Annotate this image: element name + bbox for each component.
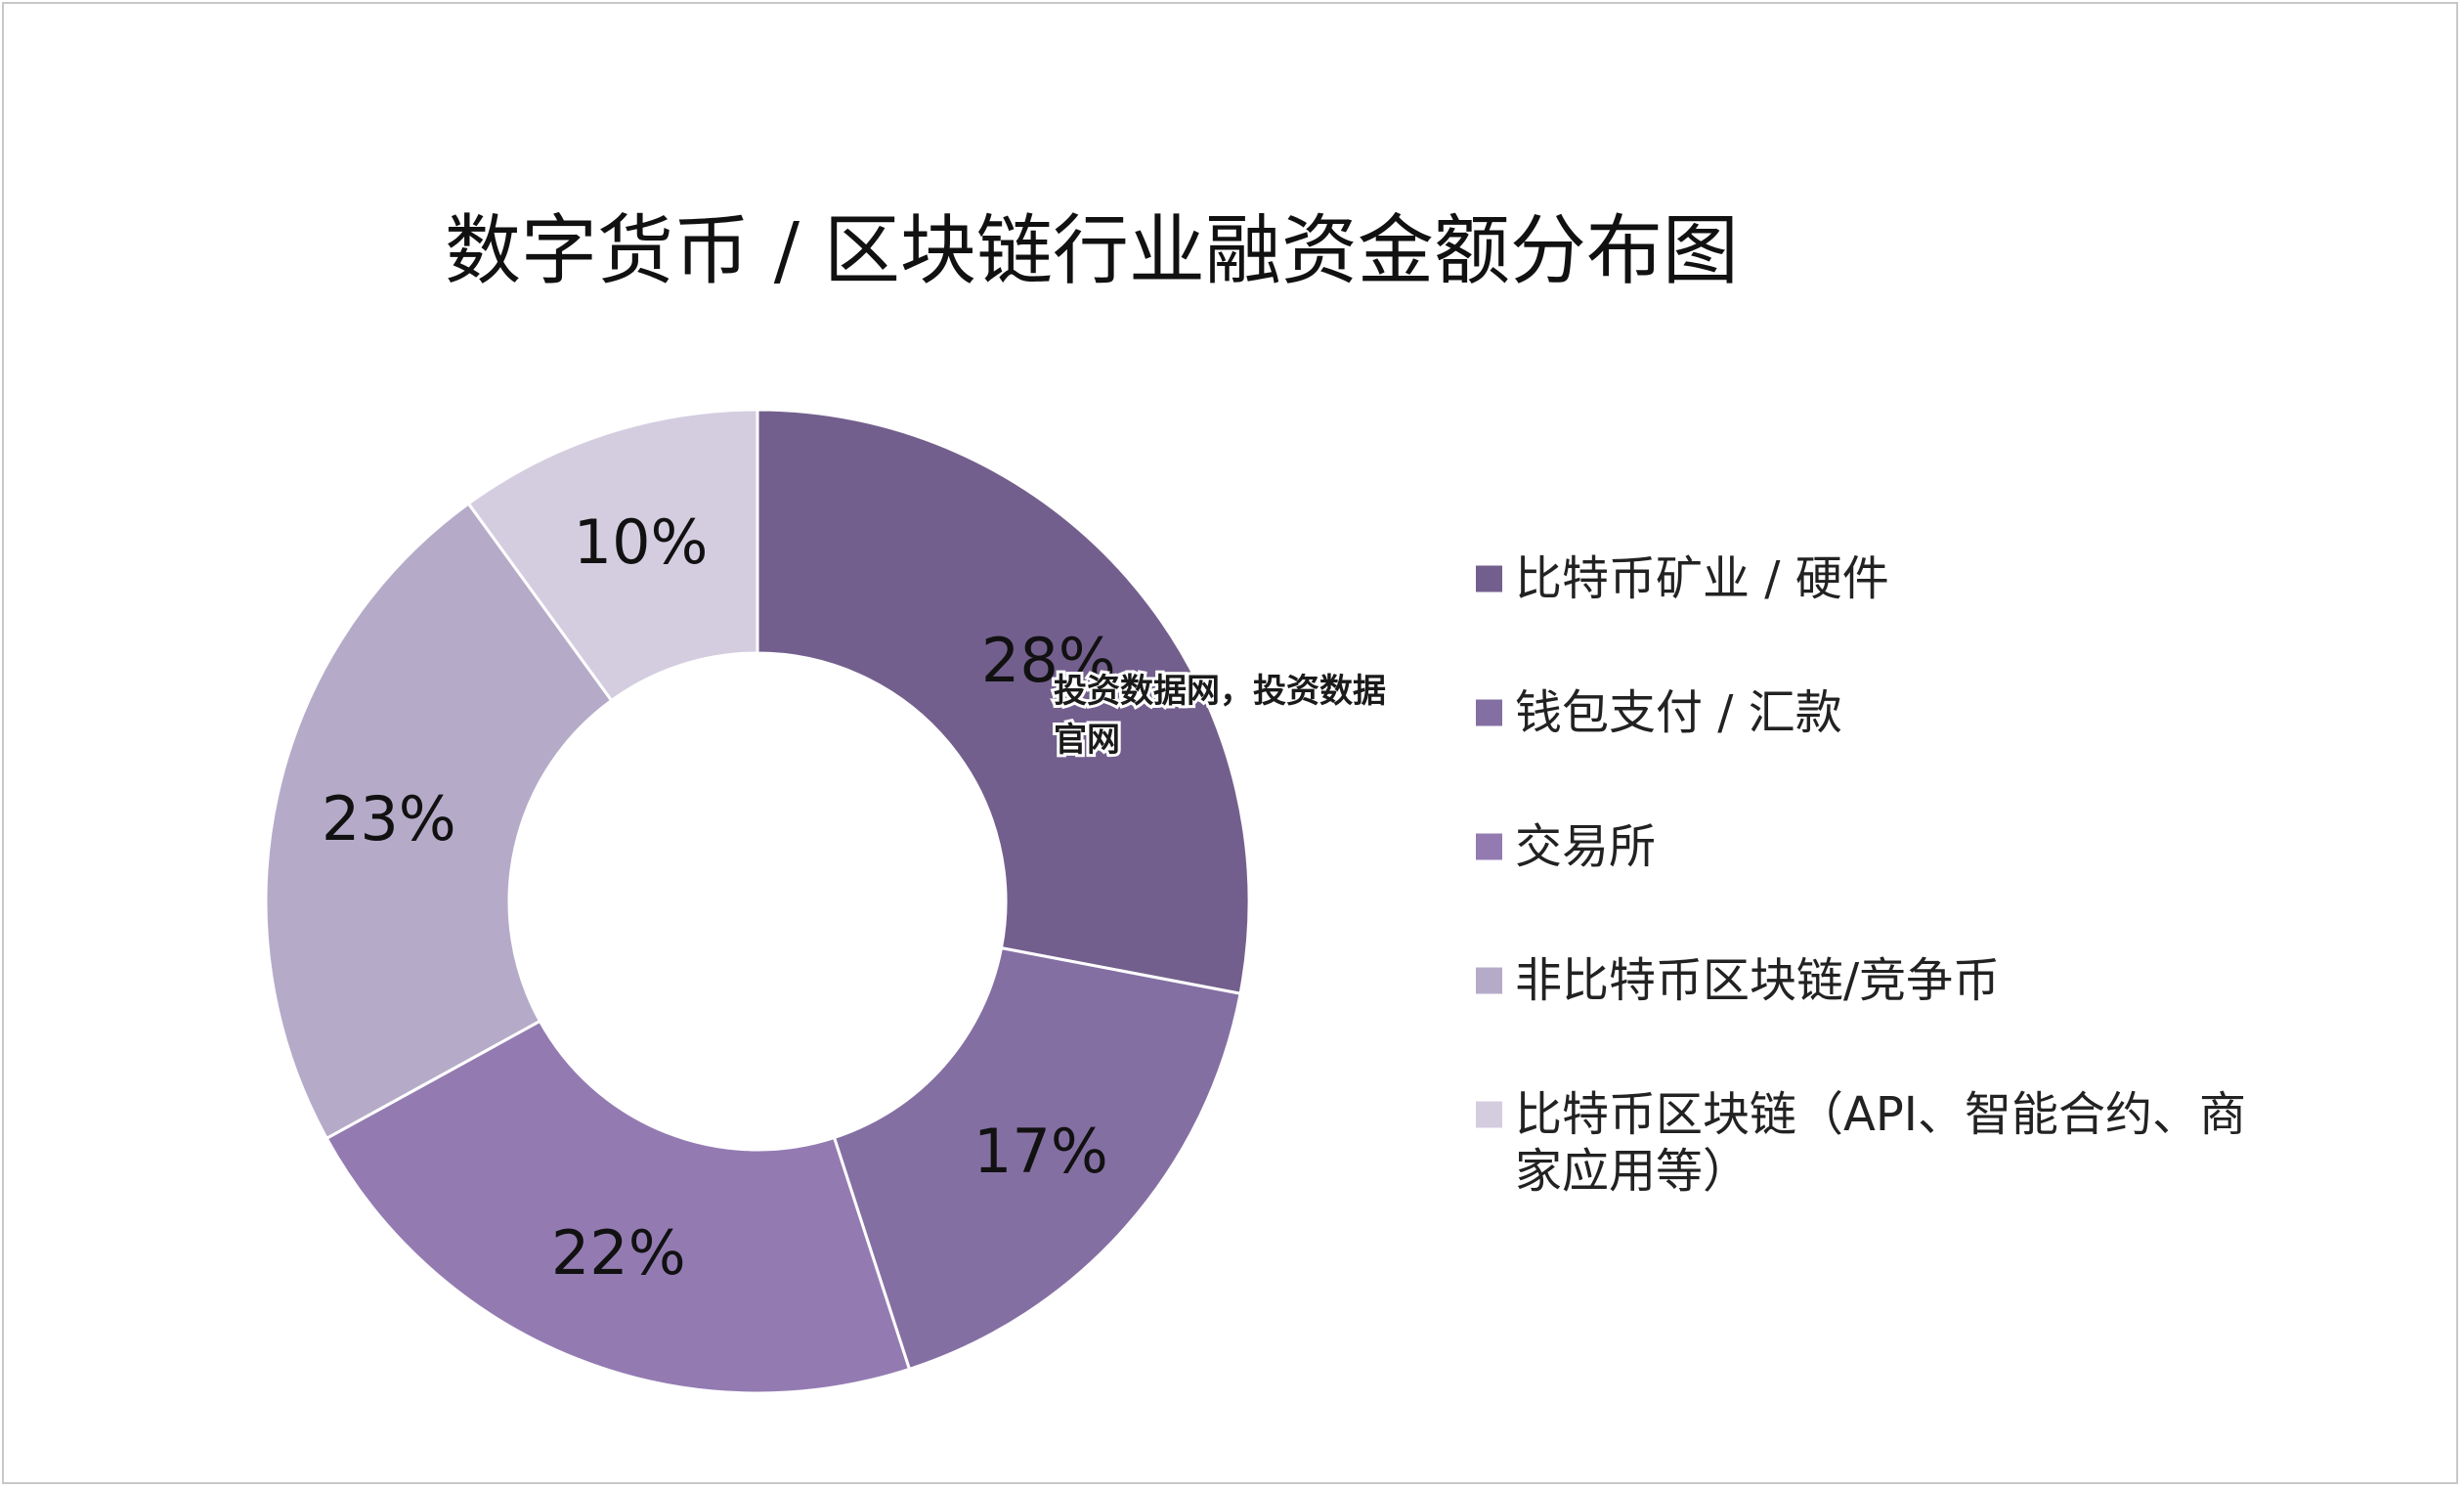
donut-slice-4 [264, 501, 614, 1141]
legend-label-1: 比特币矿业 / 硬件 [1515, 551, 1889, 606]
donut-slice-2 [832, 945, 1242, 1372]
watermark-line-2: 官网 [1054, 721, 1120, 760]
slice-label-2: 17% [973, 1116, 1108, 1187]
slice-labels: 28% 17% 22% 23% 10% [322, 506, 1116, 1289]
chart-title: 数字货币 / 区块链行业融资金额分布图 [445, 207, 1739, 295]
watermark: 投资数据网，投资数据 官网 [1051, 669, 1389, 763]
donut-slices [264, 408, 1251, 1395]
legend-label-3: 交易所 [1515, 819, 1656, 874]
legend-swatch-5 [1476, 1101, 1502, 1128]
slice-label-4: 23% [322, 783, 456, 855]
legend-swatch-2 [1476, 699, 1502, 726]
legend-swatch-1 [1476, 565, 1502, 592]
slice-label-5: 10% [574, 506, 709, 578]
legend-label-5-line-1: 比特币区块链（API、智能合约、商 [1515, 1087, 2246, 1142]
legend-label-5-line-2: 家应用等） [1515, 1144, 1750, 1199]
legend-label-4: 非比特币区块链/竞争币 [1515, 953, 2000, 1008]
donut-slice-1 [756, 408, 1251, 996]
watermark-line-1: 投资数据网，投资数据 [1054, 672, 1386, 711]
donut-slice-5 [466, 408, 759, 703]
legend-label-2: 钱包支付 / 汇款 [1515, 685, 1842, 740]
donut-slice-3 [324, 1019, 912, 1395]
legend-swatch-4 [1476, 967, 1502, 994]
slice-label-1: 28% [981, 625, 1116, 696]
legend-swatch-3 [1476, 833, 1502, 860]
slice-label-3: 22% [551, 1217, 686, 1289]
